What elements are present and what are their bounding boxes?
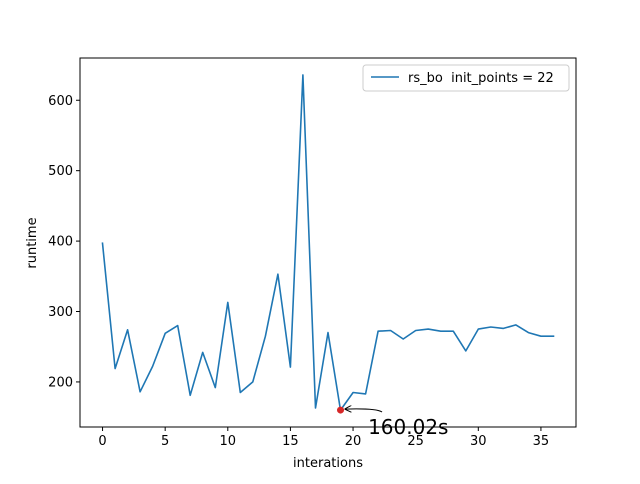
- x-tick-label: 35: [533, 434, 550, 449]
- x-axis-label: interations: [293, 456, 363, 471]
- legend-label: rs_bo init_points = 22: [408, 71, 554, 86]
- y-tick-label: 200: [48, 375, 73, 390]
- y-tick-label: 400: [48, 235, 73, 250]
- x-axis: 0 5 10 15 20 25 30 35: [98, 427, 549, 449]
- x-tick-label: 20: [345, 434, 362, 449]
- plot-border: [79, 57, 577, 428]
- plot-area: [80, 58, 576, 427]
- series-line: [101, 74, 555, 411]
- x-tick-label: 30: [470, 434, 487, 449]
- y-axis-label: runtime: [25, 217, 40, 268]
- annotation-marker: [337, 406, 345, 414]
- annotation-arrow: [345, 409, 383, 412]
- x-tick-label: 25: [407, 434, 424, 449]
- y-axis: 200 300 400 500 600: [48, 94, 80, 390]
- x-tick-label: 10: [220, 434, 237, 449]
- y-tick-label: 600: [48, 94, 73, 109]
- legend-box: [362, 64, 570, 92]
- x-tick-label: 5: [161, 434, 169, 449]
- x-tick-label: 15: [282, 434, 299, 449]
- y-tick-label: 500: [48, 164, 73, 179]
- y-tick-label: 300: [48, 305, 73, 320]
- legend: rs_bo init_points = 22: [362, 64, 570, 92]
- plot-frame: [80, 58, 576, 427]
- x-tick-label: 0: [98, 434, 106, 449]
